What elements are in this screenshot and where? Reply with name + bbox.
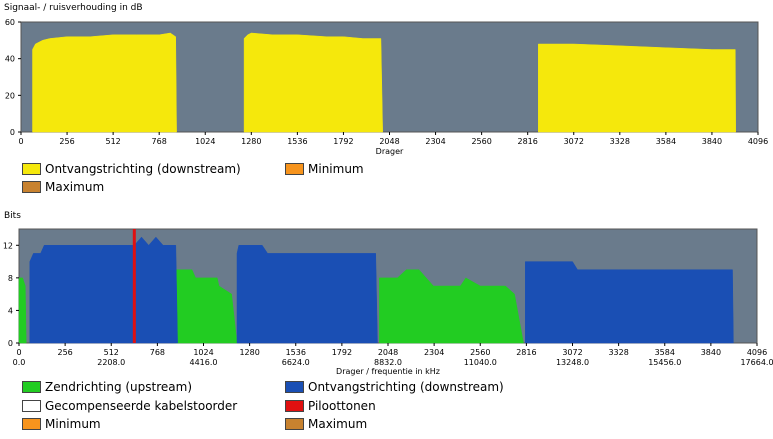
x-tick-label: 1792 bbox=[333, 137, 353, 146]
y-tick-label: 20 bbox=[5, 91, 15, 100]
series-area-0-0 bbox=[32, 32, 177, 133]
x-tick-label: 3840 bbox=[701, 348, 721, 357]
legend-label: Ontvangstrichting (downstream) bbox=[45, 162, 241, 176]
x-tick-label: 2048 bbox=[378, 348, 398, 357]
y-tick-label: 4 bbox=[8, 306, 13, 315]
x-freq-label: 15456.0 bbox=[648, 358, 681, 367]
x-tick-label: 2304 bbox=[425, 137, 445, 146]
snr-chart-title: Signaal- / ruisverhouding in dB bbox=[4, 3, 143, 13]
x-tick-label: 3584 bbox=[656, 137, 676, 146]
legend-item-bits-downstream: Ontvangstrichting (downstream) bbox=[285, 380, 504, 394]
x-tick-label: 2816 bbox=[518, 137, 538, 146]
series-area-1-2 bbox=[525, 261, 734, 344]
x-freq-label: 6624.0 bbox=[282, 358, 310, 367]
x-tick-label: 0 bbox=[16, 348, 21, 357]
legend-label: Minimum bbox=[45, 417, 101, 431]
legend-swatch-bits-compensated bbox=[22, 400, 41, 412]
x-tick-label: 256 bbox=[59, 137, 74, 146]
x-tick-label: 3328 bbox=[608, 348, 628, 357]
legend-swatch-bits-upstream bbox=[22, 381, 41, 393]
x-tick-label: 3328 bbox=[610, 137, 630, 146]
legend-item-snr-downstream: Ontvangstrichting (downstream) bbox=[22, 162, 241, 176]
x-tick-label: 768 bbox=[150, 348, 165, 357]
legend-swatch-bits-minimum bbox=[22, 418, 41, 430]
x-freq-label: 11040.0 bbox=[464, 358, 497, 367]
x-tick-label: 4096 bbox=[747, 348, 767, 357]
x-tick-label: 0 bbox=[18, 137, 23, 146]
bits-chart-title: Bits bbox=[4, 211, 21, 221]
legend-swatch-snr-minimum bbox=[285, 163, 304, 175]
x-tick-label: 3072 bbox=[564, 137, 584, 146]
legend-label: Zendrichting (upstream) bbox=[45, 380, 193, 394]
series-area-1-1 bbox=[236, 245, 378, 344]
legend-item-bits-compensated: Gecompenseerde kabelstoorder bbox=[22, 399, 237, 413]
legend-label: Maximum bbox=[45, 180, 105, 194]
y-tick-label: 40 bbox=[5, 55, 15, 64]
legend-item-bits-minimum: Minimum bbox=[22, 417, 101, 431]
x-tick-label: 3072 bbox=[562, 348, 582, 357]
x-axis-label: Drager / frequentie in kHz bbox=[336, 367, 440, 376]
x-tick-label: 1024 bbox=[193, 348, 213, 357]
legend-item-snr-minimum: Minimum bbox=[285, 162, 364, 176]
x-tick-label: 2560 bbox=[470, 348, 490, 357]
x-tick-label: 2304 bbox=[424, 348, 444, 357]
x-tick-label: 512 bbox=[105, 137, 120, 146]
legend-item-bits-pilot: Piloottonen bbox=[285, 399, 376, 413]
legend-swatch-bits-maximum bbox=[285, 418, 304, 430]
y-tick-label: 12 bbox=[3, 241, 13, 250]
x-tick-label: 256 bbox=[57, 348, 72, 357]
x-freq-label: 13248.0 bbox=[556, 358, 589, 367]
series-area-1-0 bbox=[29, 236, 178, 344]
x-tick-label: 768 bbox=[152, 137, 167, 146]
x-freq-label: 2208.0 bbox=[97, 358, 125, 367]
x-tick-label: 2560 bbox=[471, 137, 491, 146]
y-tick-label: 8 bbox=[8, 274, 13, 283]
y-tick-label: 60 bbox=[5, 18, 15, 27]
legend-swatch-bits-pilot bbox=[285, 400, 304, 412]
series-area-0-2 bbox=[538, 43, 736, 133]
x-tick-label: 2048 bbox=[379, 137, 399, 146]
x-freq-label: 0.0 bbox=[13, 358, 26, 367]
legend-item-snr-maximum: Maximum bbox=[22, 180, 104, 194]
x-tick-label: 3840 bbox=[702, 137, 722, 146]
legend-label: Piloottonen bbox=[308, 399, 376, 413]
series-area-0-2 bbox=[379, 269, 524, 344]
x-tick-label: 1280 bbox=[241, 137, 261, 146]
x-tick-label: 1792 bbox=[332, 348, 352, 357]
x-axis-label: Drager bbox=[376, 147, 404, 156]
series-area-0-1 bbox=[175, 269, 238, 344]
y-tick-label: 0 bbox=[10, 128, 15, 137]
x-tick-label: 512 bbox=[104, 348, 119, 357]
legend-label: Gecompenseerde kabelstoorder bbox=[45, 399, 238, 413]
x-tick-label: 1536 bbox=[286, 348, 306, 357]
series-area-0-1 bbox=[243, 32, 383, 133]
x-tick-label: 1280 bbox=[239, 348, 259, 357]
x-tick-label: 2816 bbox=[516, 348, 536, 357]
x-tick-label: 4096 bbox=[748, 137, 768, 146]
legend-swatch-snr-downstream bbox=[22, 163, 41, 175]
legend-label: Maximum bbox=[308, 417, 368, 431]
x-tick-label: 3584 bbox=[655, 348, 675, 357]
legend-label: Minimum bbox=[308, 162, 364, 176]
snr-chart: 0 20 40 60 0 256 512 768 1024 1280 1536 1792 2048 230… bbox=[5, 18, 768, 156]
legend-label: Ontvangstrichting (downstream) bbox=[308, 380, 504, 394]
x-freq-label: 8832.0 bbox=[374, 358, 402, 367]
legend-swatch-bits-downstream bbox=[285, 381, 304, 393]
x-freq-label: 17664.0 bbox=[740, 358, 773, 367]
legend-item-bits-maximum: Maximum bbox=[285, 417, 367, 431]
x-freq-label: 4416.0 bbox=[190, 358, 218, 367]
x-tick-label: 1024 bbox=[195, 137, 215, 146]
legend-swatch-snr-maximum bbox=[22, 181, 41, 193]
legend-item-bits-upstream: Zendrichting (upstream) bbox=[22, 380, 192, 394]
x-tick-label: 1536 bbox=[287, 137, 307, 146]
series-area-0-0 bbox=[18, 277, 27, 344]
y-tick-label: 0 bbox=[8, 339, 13, 348]
